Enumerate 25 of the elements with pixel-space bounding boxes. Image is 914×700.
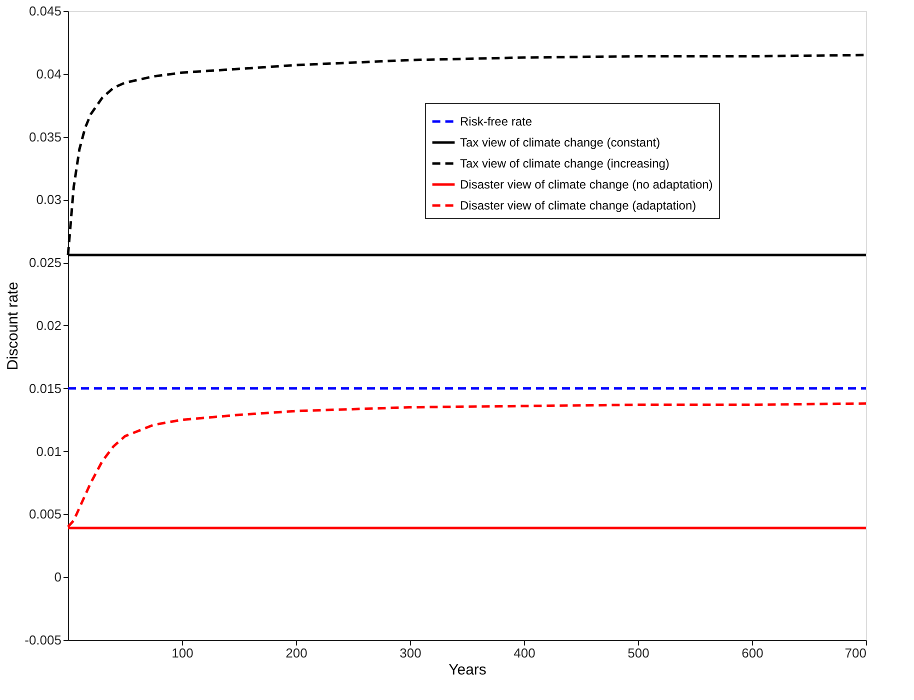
x-tick-label: 500 — [628, 646, 650, 660]
legend-label: Disaster view of climate change (adaptation) — [460, 198, 696, 212]
y-tick-label: 0.02 — [36, 318, 62, 333]
y-tick-label: 0.015 — [28, 380, 62, 396]
y-axis-title: Discount rate — [4, 282, 22, 370]
legend-label: Risk-free rate — [460, 114, 532, 128]
legend-label: Tax view of climate change (increasing) — [460, 156, 670, 170]
x-tick-label: 400 — [514, 646, 536, 660]
y-tick-label: 0.005 — [28, 506, 62, 522]
y-tick-label: 0.035 — [28, 129, 62, 144]
y-tick-label: -0.005 — [24, 632, 62, 648]
y-tick-label: 0.04 — [36, 66, 62, 82]
legend-label: Tax view of climate change (constant) — [460, 136, 660, 150]
y-tick-label: 0.03 — [36, 192, 62, 208]
y-tick-label: 0.045 — [28, 4, 62, 18]
x-tick-label: 300 — [400, 646, 422, 660]
legend-label: Disaster view of climate change (no adaptation) — [460, 178, 713, 192]
y-tick-label: 0.025 — [28, 255, 62, 270]
x-tick-label: 700 — [844, 646, 866, 660]
y-tick-label: 0 — [54, 570, 62, 585]
x-tick-label: 200 — [286, 646, 308, 660]
x-tick-label: 100 — [172, 646, 194, 660]
y-tick-label: 0.01 — [36, 444, 62, 459]
x-axis-title: Years — [448, 662, 486, 678]
x-tick-label: 600 — [742, 646, 764, 660]
